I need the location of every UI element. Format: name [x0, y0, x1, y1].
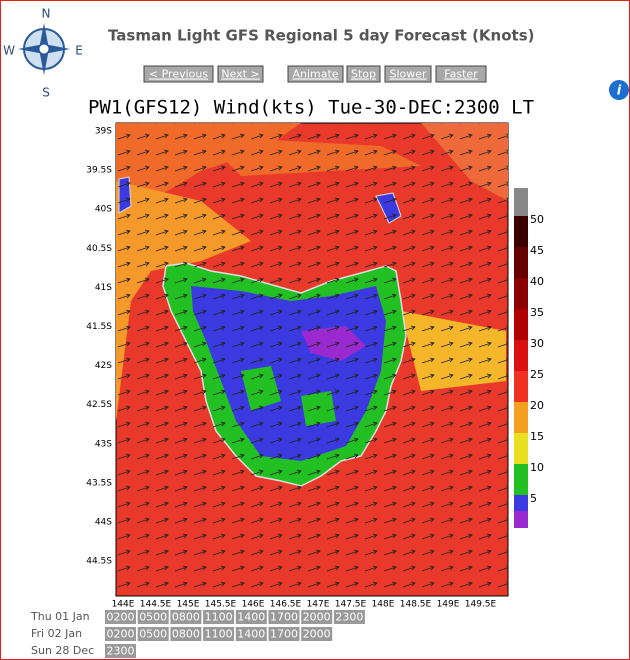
time-button[interactable] — [105, 644, 136, 658]
lon-label: 149.5E — [465, 600, 497, 610]
scale-label: 15 — [530, 430, 544, 443]
lon-label: 144E — [112, 600, 135, 610]
control-label[interactable]: Animate — [292, 68, 338, 81]
time-button[interactable] — [268, 610, 300, 624]
lon-label: 148E — [372, 600, 395, 610]
time-button[interactable] — [203, 610, 235, 624]
time-button[interactable] — [235, 610, 267, 624]
scale-label: 25 — [530, 368, 544, 381]
control-button[interactable] — [143, 65, 214, 83]
lon-label: 148.5E — [400, 600, 432, 610]
lon-label: 149E — [437, 600, 460, 610]
time-label[interactable]: 2300 — [107, 645, 135, 658]
scale-label: 35 — [530, 306, 544, 319]
time-label[interactable]: 1400 — [237, 628, 265, 641]
time-button[interactable] — [105, 610, 136, 624]
lon-label: 145E — [177, 600, 200, 610]
time-label[interactable]: 1700 — [270, 611, 298, 624]
time-button[interactable] — [137, 610, 169, 624]
time-button[interactable] — [268, 627, 300, 641]
time-label[interactable]: 1100 — [205, 628, 233, 641]
time-button[interactable] — [301, 610, 333, 624]
lat-label: 40S — [95, 205, 112, 215]
time-label[interactable]: 2000 — [303, 611, 331, 624]
time-label[interactable]: 0800 — [172, 611, 200, 624]
lat-label: 43.5S — [86, 478, 112, 488]
time-button[interactable] — [105, 627, 136, 641]
time-label[interactable]: 0500 — [139, 611, 167, 624]
map-title: PW1(GFS12) Wind(kts) Tue-30-DEC:2300 LT — [88, 97, 534, 119]
color-scale — [514, 188, 528, 528]
map — [115, 122, 509, 597]
control-button[interactable] — [287, 65, 344, 83]
lon-label: 145.5E — [205, 600, 237, 610]
scale-label: 45 — [530, 244, 544, 257]
control-button[interactable] — [346, 65, 381, 83]
scale-label: 20 — [530, 399, 544, 412]
control-label[interactable]: Stop — [351, 68, 376, 81]
control-button[interactable] — [435, 65, 487, 83]
schedule-day: Sun 28 Dec — [31, 644, 94, 657]
page-title: Tasman Light GFS Regional 5 day Forecast… — [108, 27, 535, 45]
time-button[interactable] — [137, 627, 169, 641]
lat-label: 41S — [95, 283, 112, 293]
schedule-day: Fri 02 Jan — [31, 627, 82, 640]
compass-s: S — [42, 86, 50, 100]
lat-label: 44.5S — [86, 557, 112, 567]
time-label[interactable]: 2300 — [335, 611, 363, 624]
info-text[interactable]: i — [617, 84, 622, 99]
info-icon[interactable] — [609, 80, 629, 100]
scale-label: 10 — [530, 461, 544, 474]
time-button[interactable] — [235, 627, 267, 641]
lat-label: 42.5S — [86, 400, 112, 410]
control-label[interactable]: < Previous — [149, 68, 208, 81]
scale-label: 40 — [530, 275, 544, 288]
time-label[interactable]: 0200 — [107, 611, 135, 624]
scale-label: 50 — [530, 213, 544, 226]
compass-w: W — [3, 44, 15, 58]
control-label[interactable]: Slower — [389, 68, 427, 81]
time-button[interactable] — [333, 610, 365, 624]
control-button[interactable] — [217, 65, 264, 83]
time-label[interactable]: 1700 — [270, 628, 298, 641]
time-button[interactable] — [203, 627, 235, 641]
time-button[interactable] — [170, 610, 202, 624]
lat-label: 39.5S — [86, 166, 112, 176]
lat-label: 42S — [95, 361, 112, 371]
control-label[interactable]: Faster — [444, 68, 478, 81]
compass-e: E — [75, 44, 83, 58]
time-label[interactable]: 1100 — [205, 611, 233, 624]
time-button[interactable] — [170, 627, 202, 641]
lat-label: 43S — [95, 439, 112, 449]
lon-label: 146.5E — [270, 600, 302, 610]
compass: N S E W — [3, 7, 83, 100]
lat-label: 41.5S — [86, 322, 112, 332]
compass-n: N — [42, 7, 51, 21]
schedule-day: Thu 01 Jan — [30, 610, 90, 623]
time-label[interactable]: 1400 — [237, 611, 265, 624]
scale-label: 30 — [530, 337, 544, 350]
scale-label: 5 — [530, 492, 537, 505]
time-label[interactable]: 0800 — [172, 628, 200, 641]
time-label[interactable]: 2000 — [303, 628, 331, 641]
lon-label: 146E — [242, 600, 265, 610]
lon-label: 147E — [307, 600, 330, 610]
lat-label: 39S — [95, 127, 112, 137]
time-label[interactable]: 0500 — [139, 628, 167, 641]
control-label[interactable]: Next > — [221, 68, 259, 81]
lon-label: 144.5E — [140, 600, 172, 610]
lat-label: 44S — [95, 518, 112, 528]
lat-label: 40.5S — [86, 244, 112, 254]
lon-label: 147.5E — [335, 600, 367, 610]
control-button[interactable] — [384, 65, 432, 83]
time-label[interactable]: 0200 — [107, 628, 135, 641]
time-button[interactable] — [301, 627, 333, 641]
